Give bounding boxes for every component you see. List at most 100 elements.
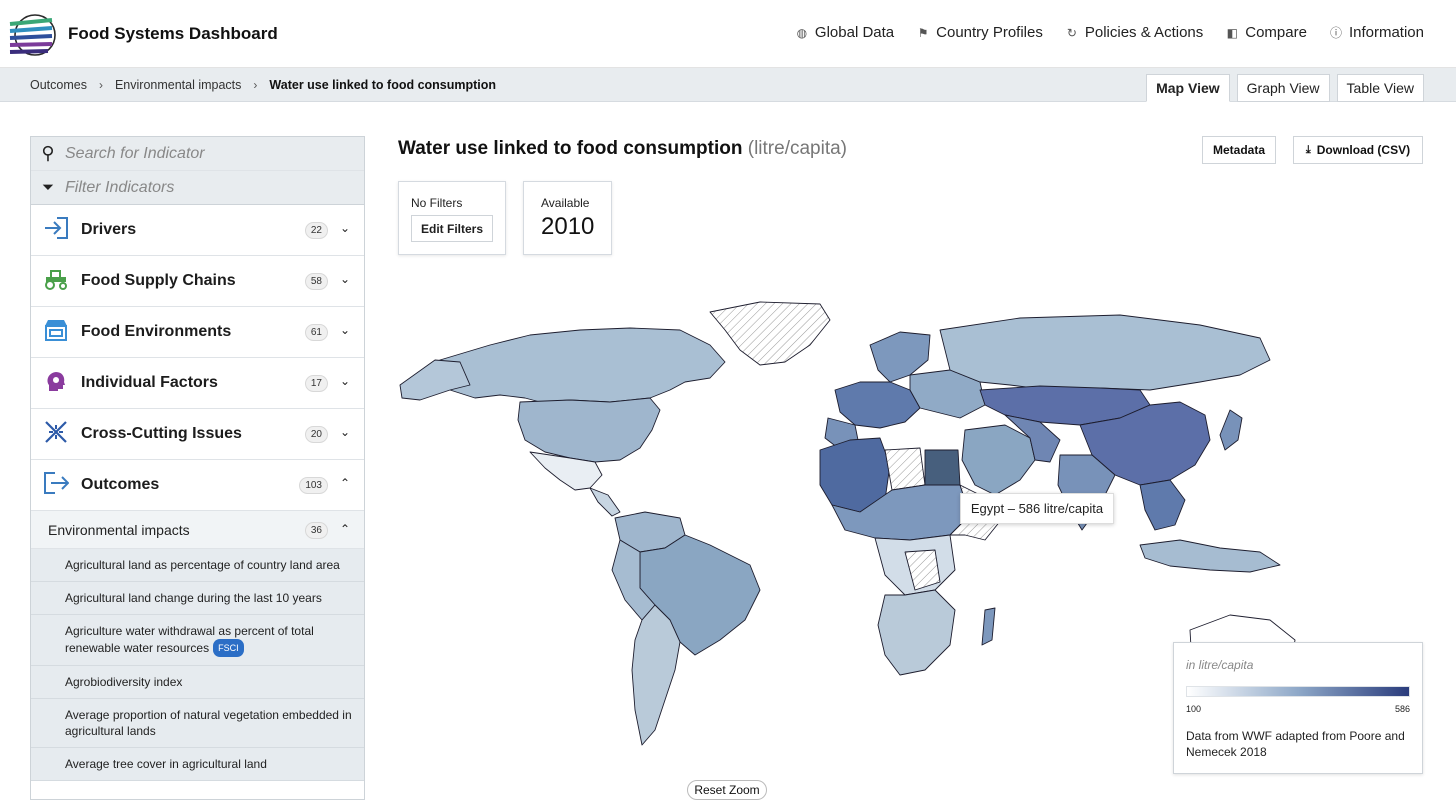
map-region-central-america xyxy=(589,487,621,517)
map-region-argentina-chile xyxy=(631,604,681,746)
count-badge: 20 xyxy=(304,426,328,443)
nav-policies-actions[interactable]: ↻ Policies & Actions xyxy=(1065,24,1203,41)
indicator-label: Agricultural land as percentage of count… xyxy=(65,558,340,572)
map-region-drc xyxy=(904,549,941,591)
download-csv-button[interactable]: ⤓ Download (CSV) xyxy=(1293,136,1423,164)
nav-information[interactable]: ⓘ Information xyxy=(1329,24,1424,41)
chevron-right-icon: › xyxy=(98,78,103,92)
indicator-item[interactable]: Average tree cover in agricultural land xyxy=(31,748,364,781)
chevron-down-icon[interactable]: ⌄ xyxy=(339,221,350,235)
chevron-down-icon[interactable]: ⌄ xyxy=(339,323,350,337)
count-badge: 36 xyxy=(304,522,328,539)
flag-icon: ⚑ xyxy=(917,25,929,40)
top-navigation-bar: Food Systems Dashboard ◍ Global Data ⚑ C… xyxy=(0,0,1456,68)
indicator-item[interactable]: Agricultural land as percentage of count… xyxy=(31,549,364,582)
indicator-unit: (litre/capita) xyxy=(747,138,847,159)
legend-unit: in litre/capita xyxy=(1186,658,1254,672)
map-tooltip: Egypt – 586 litre/capita xyxy=(960,493,1114,524)
chevron-right-icon: › xyxy=(253,78,258,92)
chevron-down-icon[interactable]: ⌄ xyxy=(339,425,350,439)
legend-color-scale xyxy=(1186,686,1410,697)
tab-graph-view[interactable]: Graph View xyxy=(1236,74,1330,102)
map-region-libya xyxy=(884,447,926,491)
available-label: Available xyxy=(541,196,590,210)
map-region-alaska xyxy=(399,359,471,401)
breadcrumb-item[interactable]: Outcomes xyxy=(30,78,87,92)
globe-icon: ◍ xyxy=(796,25,808,40)
indicator-label: Agriculture water withdrawal as percent … xyxy=(65,624,314,655)
chevron-down-icon[interactable]: ⌄ xyxy=(339,374,350,388)
map-region-madagascar xyxy=(981,607,996,646)
category-cross-cutting-issues[interactable]: Cross-Cutting Issues 20 ⌄ xyxy=(31,409,364,460)
indicator-item[interactable]: Average proportion of natural vegetation… xyxy=(31,699,364,748)
map-region-southeast-asia xyxy=(1139,479,1186,531)
filter-row: ⏷ xyxy=(31,171,364,205)
nav-label: Global Data xyxy=(814,24,895,41)
nav-global-data[interactable]: ◍ Global Data xyxy=(795,24,894,41)
tab-table-view[interactable]: Table View xyxy=(1336,74,1424,102)
nav-label: Country Profiles xyxy=(936,24,1043,41)
logo-icon[interactable] xyxy=(8,12,58,58)
category-drivers[interactable]: Drivers 22 ⌄ xyxy=(31,205,364,256)
indicator-item[interactable]: Agrobiodiversity index xyxy=(31,666,364,699)
nav-label: Compare xyxy=(1245,24,1307,41)
year-card[interactable]: Available 2010 xyxy=(523,181,612,255)
category-food-supply-chains[interactable]: Food Supply Chains 58 ⌄ xyxy=(31,256,364,307)
info-icon: ⓘ xyxy=(1329,26,1342,40)
map-region-western-europe xyxy=(834,381,921,429)
chevron-up-icon[interactable]: ⌃ xyxy=(339,476,350,490)
nav-label: Policies & Actions xyxy=(1084,24,1204,41)
reset-zoom-button[interactable]: Reset Zoom xyxy=(687,780,767,800)
search-input[interactable] xyxy=(65,144,335,163)
indicator-item[interactable]: Agricultural land change during the last… xyxy=(31,582,364,615)
map-region-indonesia xyxy=(1139,539,1281,573)
category-label: Food Supply Chains xyxy=(81,272,236,289)
category-label: Individual Factors xyxy=(81,374,218,391)
map-region-middle-east xyxy=(961,424,1036,496)
category-food-environments[interactable]: Food Environments 61 ⌄ xyxy=(31,307,364,358)
indicator-title: Water use linked to food consumption xyxy=(398,138,743,159)
count-badge: 103 xyxy=(299,477,328,494)
map-legend: in litre/capita 100 586 Data from WWF ad… xyxy=(1173,642,1423,774)
chevron-down-icon[interactable]: ⌄ xyxy=(339,272,350,286)
tractor-icon xyxy=(31,268,81,295)
map-region-greenland xyxy=(709,301,831,366)
map-region-canada xyxy=(409,327,726,403)
count-badge: 61 xyxy=(304,324,328,341)
download-label: Download (CSV) xyxy=(1316,143,1411,157)
arrow-out-icon xyxy=(31,471,81,500)
tab-map-view[interactable]: Map View xyxy=(1146,74,1230,102)
breadcrumb-bar: Outcomes › Environmental impacts › Water… xyxy=(0,68,1456,102)
map-region-usa xyxy=(517,397,661,463)
nav-country-profiles[interactable]: ⚑ Country Profiles xyxy=(916,24,1043,41)
category-outcomes[interactable]: Outcomes 103 ⌃ xyxy=(31,460,364,511)
arrow-in-icon xyxy=(31,216,81,245)
filter-input[interactable] xyxy=(65,178,335,197)
indicator-sidebar: ⚲ ⏷ Drivers 22 ⌄ Food Supply Chains 58 ⌄… xyxy=(30,136,365,800)
subcategory-environmental-impacts[interactable]: Environmental impacts 36 ⌃ xyxy=(31,511,364,549)
indicator-item[interactable]: Agriculture water withdrawal as percent … xyxy=(31,615,364,666)
category-label: Food Environments xyxy=(81,323,232,340)
map-region-southern-africa xyxy=(877,589,956,676)
store-icon xyxy=(31,318,81,347)
app-title[interactable]: Food Systems Dashboard xyxy=(68,24,278,43)
breadcrumb-current: Water use linked to food consumption xyxy=(269,78,497,92)
chevron-up-icon[interactable]: ⌃ xyxy=(339,522,350,536)
breadcrumb: Outcomes › Environmental impacts › Water… xyxy=(30,78,496,92)
filter-icon: ⏷ xyxy=(41,179,54,196)
category-individual-factors[interactable]: Individual Factors 17 ⌄ xyxy=(31,358,364,409)
nav-label: Information xyxy=(1348,24,1424,41)
map-region-egypt xyxy=(924,449,961,486)
nav-compare[interactable]: ◧ Compare xyxy=(1225,24,1307,41)
indicator-label: Agrobiodiversity index xyxy=(65,675,183,689)
breadcrumb-item[interactable]: Environmental impacts xyxy=(114,78,242,92)
metadata-button[interactable]: Metadata xyxy=(1202,136,1276,164)
legend-source: Data from WWF adapted from Poore and Nem… xyxy=(1186,729,1405,759)
filters-card: No Filters Edit Filters xyxy=(398,181,506,255)
world-map[interactable] xyxy=(380,290,1450,770)
indicator-label: Average proportion of natural vegetation… xyxy=(65,708,352,738)
edit-filters-button[interactable]: Edit Filters xyxy=(411,215,493,242)
year-value: 2010 xyxy=(541,213,595,240)
fsci-badge: FSCI xyxy=(213,639,244,657)
category-label: Outcomes xyxy=(81,476,160,493)
